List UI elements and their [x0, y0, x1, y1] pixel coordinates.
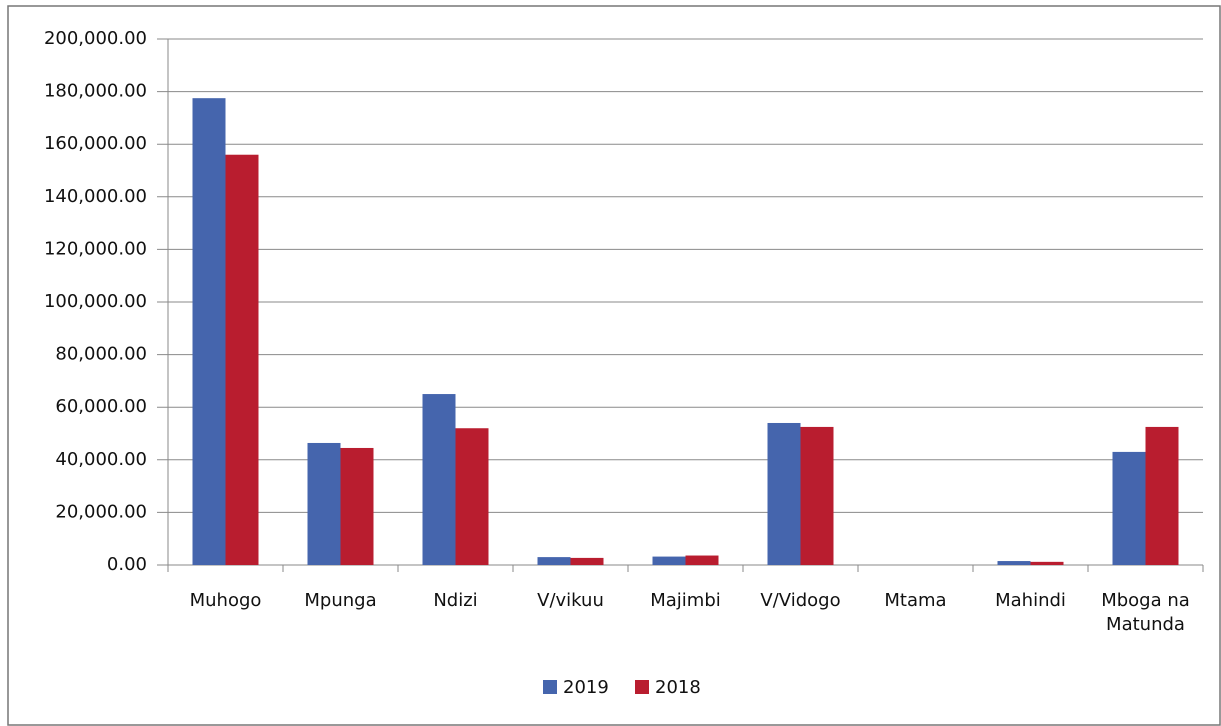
bar: [537, 557, 571, 565]
y-tick-label: 140,000.00: [44, 186, 147, 207]
bar: [685, 555, 719, 565]
bar: [422, 394, 456, 565]
legend-swatch: [543, 680, 557, 694]
legend-swatch: [635, 680, 649, 694]
y-tick-label: 40,000.00: [55, 449, 147, 470]
y-tick-label: 80,000.00: [55, 344, 147, 365]
y-tick-label: 20,000.00: [55, 501, 147, 522]
bar: [570, 557, 604, 565]
x-tick-label: V/Vidogo: [760, 590, 841, 611]
x-tick-label: Ndizi: [433, 590, 478, 611]
y-tick-label: 100,000.00: [44, 291, 147, 312]
bar: [1145, 426, 1179, 565]
x-tick-label: Mboga na Matunda: [1101, 590, 1190, 635]
bar: [1030, 561, 1064, 565]
bar: [307, 442, 341, 565]
x-tick-label: Muhogo: [189, 590, 262, 611]
bar: [225, 154, 259, 565]
bar: [192, 98, 226, 566]
x-tick-label: Mahindi: [995, 590, 1066, 611]
y-tick-label: 120,000.00: [44, 238, 147, 259]
legend-label: 2019: [563, 677, 609, 698]
bar: [1112, 451, 1146, 565]
bar: [997, 561, 1031, 565]
x-tick-label: V/vikuu: [537, 590, 604, 611]
legend-label: 2018: [655, 677, 701, 698]
y-tick-label: 0.00: [107, 554, 147, 575]
bar: [800, 426, 834, 565]
y-tick-label: 200,000.00: [44, 28, 147, 49]
x-tick-label: Mtama: [884, 590, 947, 611]
y-tick-label: 60,000.00: [55, 396, 147, 417]
bar: [340, 447, 374, 565]
bar: [455, 428, 489, 565]
frame: [7, 5, 1221, 726]
bar: [652, 556, 686, 565]
x-tick-label: Majimbi: [650, 590, 721, 611]
y-tick-label: 180,000.00: [44, 81, 147, 102]
y-tick-label: 160,000.00: [44, 133, 147, 154]
bar: [767, 422, 801, 565]
x-tick-label: Mpunga: [304, 590, 377, 611]
